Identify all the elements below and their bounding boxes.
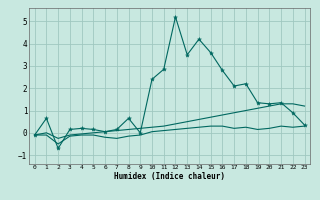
X-axis label: Humidex (Indice chaleur): Humidex (Indice chaleur) xyxy=(114,172,225,181)
